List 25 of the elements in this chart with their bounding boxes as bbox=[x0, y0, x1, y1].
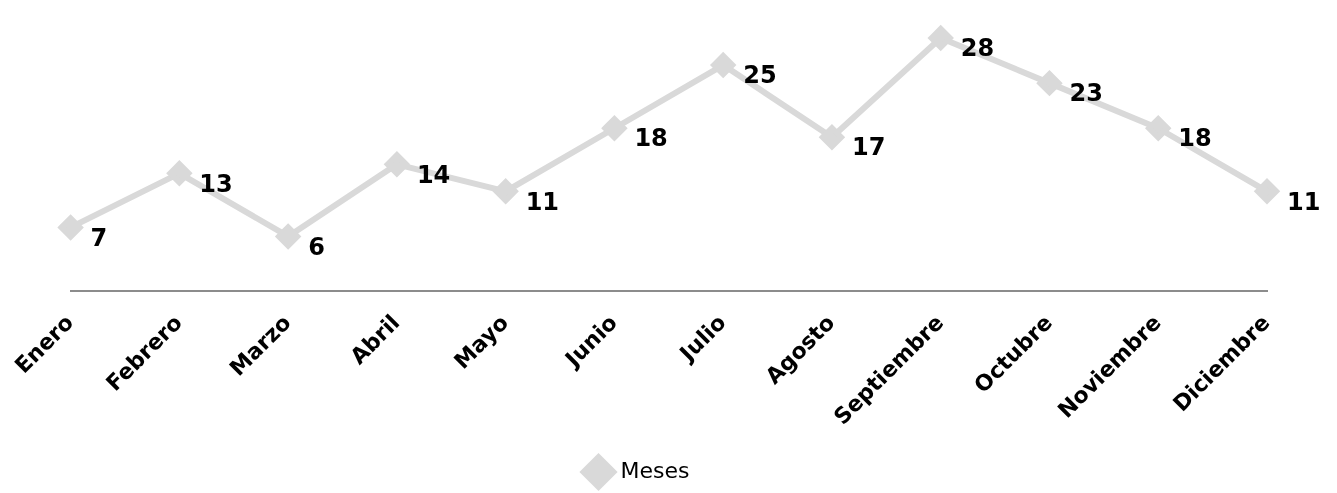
data-label: 7 bbox=[90, 223, 108, 252]
point bbox=[1146, 116, 1171, 141]
data-label: 11 bbox=[1287, 187, 1321, 216]
data-label: 25 bbox=[743, 61, 777, 90]
data-label: 6 bbox=[308, 232, 325, 261]
point bbox=[711, 53, 736, 78]
point bbox=[819, 125, 844, 150]
data-label: 18 bbox=[1178, 124, 1212, 153]
point bbox=[58, 215, 83, 240]
data-label: 13 bbox=[199, 169, 233, 198]
point bbox=[276, 224, 301, 249]
point bbox=[602, 116, 627, 141]
point bbox=[493, 179, 518, 204]
data-label: 11 bbox=[525, 187, 560, 216]
data-label: 14 bbox=[416, 160, 451, 189]
data-label: 18 bbox=[634, 124, 668, 153]
data-label: 17 bbox=[851, 133, 886, 162]
point bbox=[928, 26, 953, 51]
point bbox=[1037, 71, 1062, 96]
point bbox=[384, 152, 409, 177]
point bbox=[1255, 179, 1279, 204]
legend-label: Meses bbox=[620, 457, 690, 483]
point bbox=[167, 161, 192, 186]
data-label: 23 bbox=[1069, 79, 1103, 108]
data-label: 28 bbox=[960, 34, 995, 63]
